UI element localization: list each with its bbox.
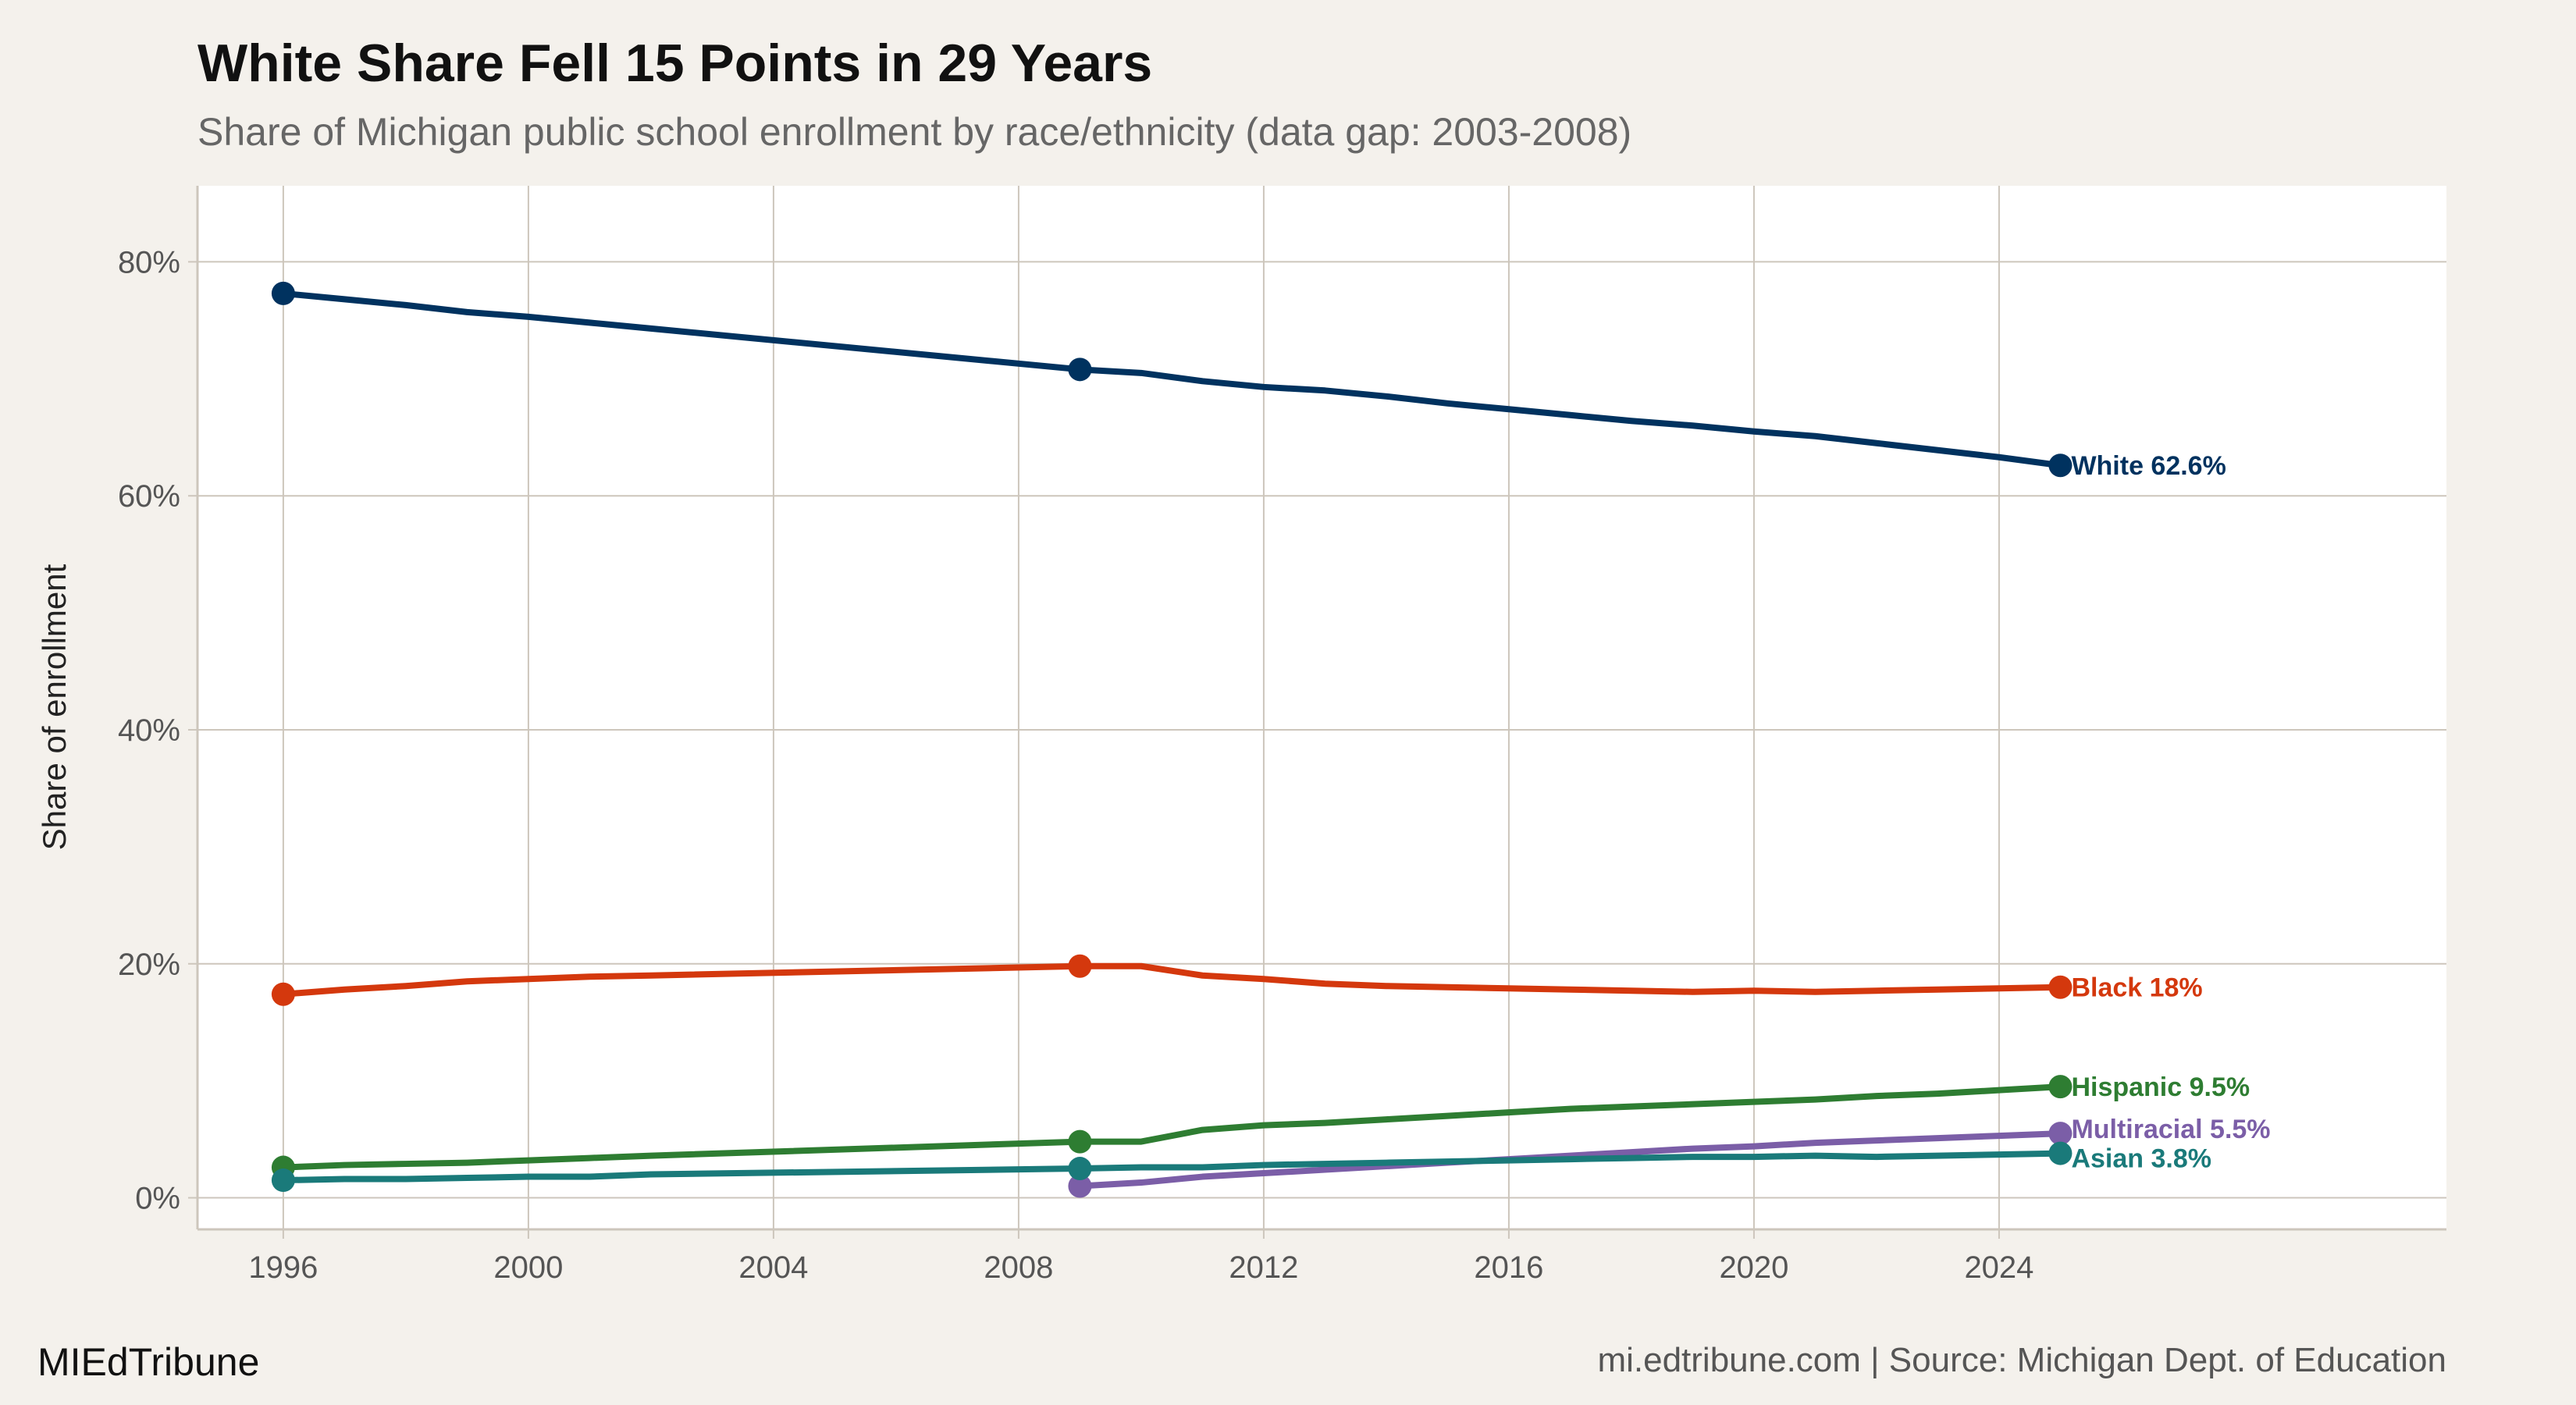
data-point-white (1068, 357, 1092, 382)
x-tick-label: 1996 (248, 1250, 318, 1285)
end-label-hispanic: Hispanic 9.5% (2071, 1072, 2250, 1102)
y-tick-label: 20% (118, 948, 180, 982)
series-line-black (283, 962, 2061, 998)
x-tick-label: 2012 (1229, 1250, 1298, 1285)
gridlines (197, 186, 2446, 1229)
y-tick-label: 40% (118, 713, 180, 748)
end-label-white: White 62.6% (2071, 451, 2226, 481)
series-labels: White 62.6% Black 18% Hispanic 9.5% Multira… (2071, 451, 2270, 1173)
y-tick-label: 80% (118, 245, 180, 279)
brand-logo-text: MIEdTribune (37, 1340, 260, 1384)
y-tick-label: 60% (118, 479, 180, 514)
data-point-multiracial (1068, 1174, 1092, 1198)
axis-ticks: 1996 2000 2004 2008 2012 2016 2020 2024 0% 20% 40%… (118, 245, 2033, 1285)
data-point-white (2048, 454, 2073, 478)
y-axis-label: Share of enrollment (36, 564, 73, 850)
series-lines (271, 281, 2073, 1198)
x-tick-label: 2020 (1719, 1250, 1788, 1285)
x-tick-label: 2000 (493, 1250, 563, 1285)
end-label-multiracial: Multiracial 5.5% (2071, 1115, 2270, 1144)
data-point-hispanic (1068, 1129, 1092, 1154)
y-tick-label: 0% (135, 1182, 180, 1216)
plot-panel (197, 186, 2446, 1229)
x-tick-label: 2008 (984, 1250, 1053, 1285)
data-point-black (271, 982, 295, 1006)
x-tick-label: 2004 (738, 1250, 808, 1285)
data-point-hispanic (2048, 1075, 2073, 1099)
data-point-black (1068, 954, 1092, 978)
series-line-asian (283, 1150, 2061, 1184)
data-point-white (271, 281, 295, 305)
data-point-black (2048, 975, 2073, 999)
data-point-asian (271, 1168, 295, 1193)
x-tick-label: 2024 (1964, 1250, 2033, 1285)
end-label-asian: Asian 3.8% (2071, 1144, 2211, 1174)
series-line-multiracial (1080, 1130, 2061, 1190)
chart-title: White Share Fell 15 Points in 29 Years (197, 34, 1153, 93)
series-line-hispanic (283, 1083, 2061, 1171)
end-label-black: Black 18% (2071, 973, 2202, 1003)
source-note: mi.edtribune.com | Source: Michigan Dept… (1597, 1341, 2446, 1379)
x-tick-label: 2016 (1474, 1250, 1543, 1285)
data-point-asian (2048, 1141, 2073, 1165)
data-point-multiracial (2048, 1122, 2073, 1146)
data-point-asian (1068, 1157, 1092, 1181)
chart-subtitle: Share of Michigan public school enrollme… (197, 110, 1632, 154)
series-line-white (283, 290, 2061, 469)
